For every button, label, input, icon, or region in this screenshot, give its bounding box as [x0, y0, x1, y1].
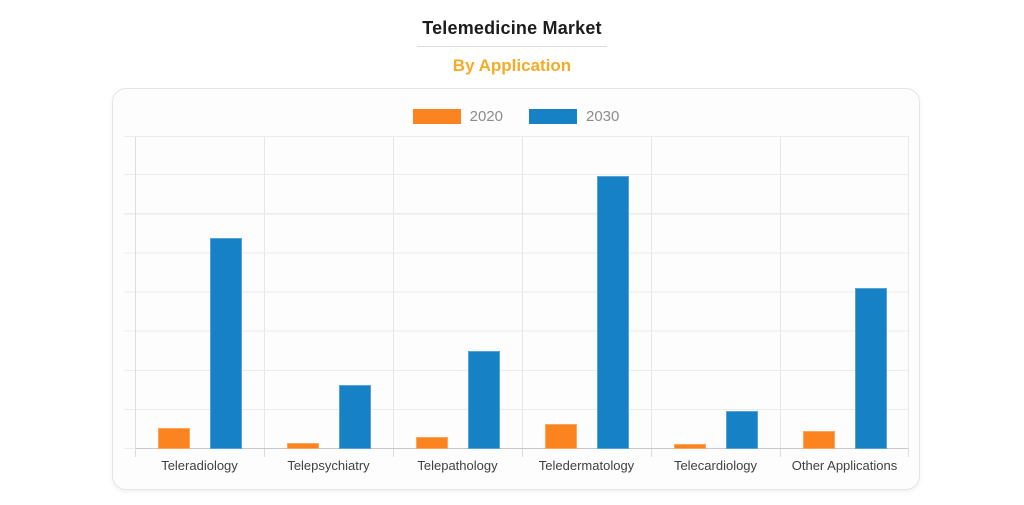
plot-area	[124, 136, 909, 457]
title-divider	[417, 46, 607, 47]
bar-group-other-applications	[780, 136, 909, 449]
bar-2020-teleradiology	[157, 428, 190, 449]
bar-group-telepsychiatry	[264, 136, 393, 449]
bar-groups	[135, 136, 909, 449]
bar-group-telecardiology	[651, 136, 780, 449]
legend-swatch-2020	[412, 109, 461, 124]
bar-group-teledermatology	[522, 136, 651, 449]
bar-2030-teleradiology	[209, 238, 242, 449]
legend-item-2030[interactable]: 2030	[529, 108, 619, 125]
bar-2030-telepathology	[467, 351, 500, 449]
bar-2020-telecardiology	[673, 444, 706, 449]
bar-2030-other-applications	[854, 288, 887, 449]
legend-label: 2020	[469, 108, 503, 125]
x-axis-labels: Teleradiology Telepsychiatry Telepathology…	[135, 458, 909, 473]
bar-2020-telepathology	[415, 437, 448, 449]
legend: 2020 2030	[113, 108, 919, 125]
y-axis-ticks	[124, 136, 135, 449]
bar-2030-telecardiology	[725, 411, 758, 449]
x-axis-ticks	[135, 449, 909, 457]
bar-2030-teledermatology	[596, 175, 629, 449]
bar-group-telepathology	[393, 136, 522, 449]
bar-2020-other-applications	[802, 430, 835, 449]
x-axis-label-telepathology: Telepathology	[417, 458, 498, 473]
chart-card: 2020 2030 Teleradiology Telepsychiatry Tele…	[112, 88, 920, 490]
legend-swatch-2030	[529, 109, 577, 124]
x-axis-label-telecardiology: Telecardiology	[673, 458, 758, 473]
x-axis-label-telepsychiatry: Telepsychiatry	[287, 458, 370, 473]
legend-item-2020[interactable]: 2020	[412, 108, 503, 125]
chart-header: Telemedicine Market By Application	[0, 0, 1024, 76]
chart-title: Telemedicine Market	[422, 18, 602, 38]
bar-2020-telepsychiatry	[286, 443, 319, 449]
x-axis-label-teleradiology: Teleradiology	[161, 458, 238, 473]
bar-2020-teledermatology	[544, 423, 577, 449]
x-axis-label-other-applications: Other Applications	[791, 458, 898, 473]
bar-2030-telepsychiatry	[338, 385, 371, 449]
chart-subtitle: By Application	[452, 56, 572, 75]
x-axis-label-teledermatology: Teledermatology	[538, 458, 635, 473]
bar-group-teleradiology	[135, 136, 264, 449]
legend-label: 2030	[586, 108, 620, 125]
